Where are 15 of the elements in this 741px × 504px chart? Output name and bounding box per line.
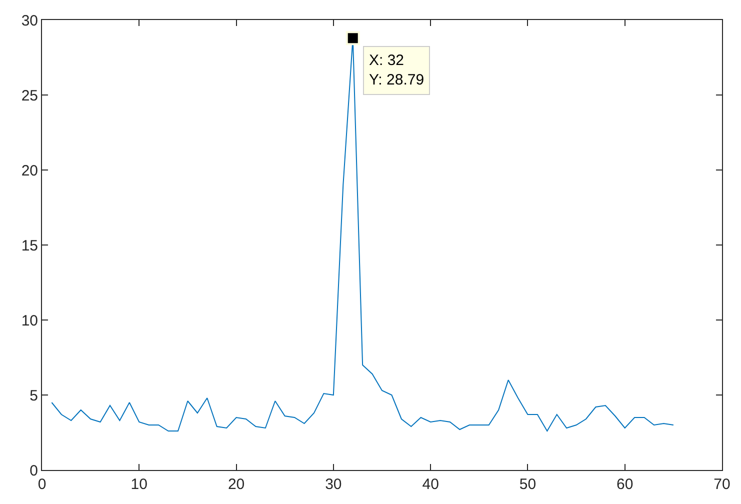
x-tick-label: 60 — [616, 476, 634, 493]
x-tick-label: 10 — [130, 476, 148, 493]
y-tick-label: 5 — [30, 387, 38, 404]
x-tick-label: 20 — [228, 476, 245, 493]
y-tick-label: 10 — [21, 312, 38, 330]
y-tick-label: 25 — [21, 87, 38, 104]
x-tick-label: 50 — [519, 476, 536, 493]
y-tick-label: 20 — [21, 162, 38, 180]
x-tick-label: 30 — [325, 476, 342, 493]
x-tick-label: 40 — [422, 476, 439, 493]
y-tick-label: 15 — [21, 237, 38, 254]
annotation: X: 32 Y: 28.79 — [369, 52, 424, 88]
y-tick-label: 0 — [30, 462, 38, 480]
x-tick-label: 70 — [714, 476, 730, 493]
y-tick-label: 30 — [21, 12, 38, 30]
